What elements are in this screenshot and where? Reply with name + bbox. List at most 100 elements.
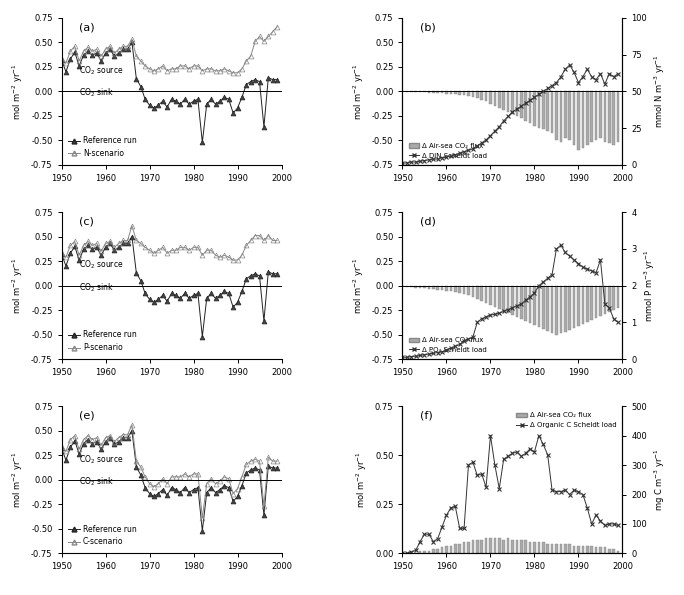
Bar <box>471 540 474 553</box>
Bar <box>449 286 452 292</box>
Bar <box>480 540 483 553</box>
Bar <box>590 546 593 553</box>
Text: CO$_2$ source: CO$_2$ source <box>79 453 124 466</box>
Bar <box>428 552 430 553</box>
Bar <box>599 92 602 139</box>
Bar <box>436 286 439 290</box>
Bar <box>454 92 457 95</box>
Bar <box>529 541 531 553</box>
Bar <box>467 286 470 295</box>
Bar <box>573 546 575 553</box>
Bar <box>551 544 553 553</box>
Bar <box>463 541 465 553</box>
Y-axis label: mg C m$^{-3}$ yr$^{-1}$: mg C m$^{-3}$ yr$^{-1}$ <box>653 448 668 511</box>
Bar <box>555 544 557 553</box>
Bar <box>529 286 531 323</box>
Bar <box>608 549 611 553</box>
Legend: Δ Air-sea CO₂ flux, Δ Organic C Scheldt load: Δ Air-sea CO₂ flux, Δ Organic C Scheldt … <box>514 410 619 431</box>
Text: (c): (c) <box>79 217 94 227</box>
Bar <box>581 546 584 553</box>
Bar <box>538 92 540 128</box>
Bar <box>476 286 479 299</box>
Bar <box>516 92 518 116</box>
Bar <box>529 92 531 123</box>
Bar <box>480 286 483 301</box>
Bar <box>432 286 434 289</box>
Bar <box>449 546 452 553</box>
Bar <box>507 92 510 112</box>
Bar <box>436 92 439 93</box>
Bar <box>594 92 597 140</box>
Bar <box>485 92 488 101</box>
Bar <box>520 286 523 319</box>
Bar <box>436 549 439 553</box>
Bar <box>547 92 549 131</box>
Bar <box>538 286 540 327</box>
Bar <box>564 286 566 331</box>
Bar <box>594 286 597 318</box>
Bar <box>551 92 553 133</box>
Bar <box>542 541 544 553</box>
Bar <box>533 92 536 126</box>
Bar <box>507 538 510 553</box>
Y-axis label: mmol N m$^{-3}$ yr$^{-1}$: mmol N m$^{-3}$ yr$^{-1}$ <box>653 55 667 129</box>
Bar <box>555 92 557 140</box>
Y-axis label: mol m$^{-2}$ yr$^{-1}$: mol m$^{-2}$ yr$^{-1}$ <box>352 63 367 120</box>
Bar <box>471 92 474 98</box>
Bar <box>516 286 518 317</box>
Bar <box>617 286 619 308</box>
Bar <box>590 92 593 142</box>
Bar <box>608 286 611 312</box>
Bar <box>458 544 461 553</box>
Bar <box>419 286 421 287</box>
Bar <box>551 286 553 333</box>
Bar <box>458 286 461 293</box>
Bar <box>525 286 527 321</box>
Bar <box>498 538 501 553</box>
Bar <box>445 92 448 95</box>
Bar <box>511 286 514 315</box>
Bar <box>467 92 470 96</box>
Bar <box>538 541 540 553</box>
Bar <box>507 286 510 313</box>
Bar <box>590 286 593 320</box>
Bar <box>502 540 505 553</box>
Bar <box>581 92 584 148</box>
Bar <box>560 544 562 553</box>
Bar <box>428 92 430 93</box>
Bar <box>573 286 575 328</box>
Bar <box>573 92 575 145</box>
Bar <box>612 92 615 145</box>
Bar <box>485 286 488 303</box>
Bar <box>594 547 597 553</box>
Y-axis label: mol m$^{-2}$ yr$^{-1}$: mol m$^{-2}$ yr$^{-1}$ <box>352 257 367 314</box>
Bar <box>489 92 492 104</box>
Y-axis label: mol m$^{-2}$ yr$^{-1}$: mol m$^{-2}$ yr$^{-1}$ <box>11 452 25 508</box>
Bar <box>564 92 566 139</box>
Bar <box>419 552 421 553</box>
Bar <box>415 286 417 287</box>
Bar <box>440 286 443 290</box>
Y-axis label: mol m$^{-2}$ yr$^{-1}$: mol m$^{-2}$ yr$^{-1}$ <box>11 257 25 314</box>
Bar <box>603 92 606 142</box>
Legend: Reference run, P-scenario: Reference run, P-scenario <box>66 327 140 355</box>
Text: CO$_2$ sink: CO$_2$ sink <box>79 281 114 293</box>
Y-axis label: mol m$^{-2}$ yr$^{-1}$: mol m$^{-2}$ yr$^{-1}$ <box>355 452 369 508</box>
Bar <box>463 92 465 95</box>
Bar <box>577 286 580 326</box>
Bar <box>476 540 479 553</box>
Bar <box>454 286 457 293</box>
Bar <box>467 541 470 553</box>
Bar <box>511 92 514 114</box>
Bar <box>560 286 562 333</box>
Bar <box>494 286 496 307</box>
Bar <box>485 538 488 553</box>
Legend: Reference run, N-scenario: Reference run, N-scenario <box>66 133 140 161</box>
Text: (b): (b) <box>420 22 436 32</box>
Bar <box>489 538 492 553</box>
Bar <box>586 92 588 145</box>
Bar <box>410 286 412 287</box>
Bar <box>502 286 505 311</box>
Bar <box>498 286 501 309</box>
Bar <box>603 286 606 314</box>
